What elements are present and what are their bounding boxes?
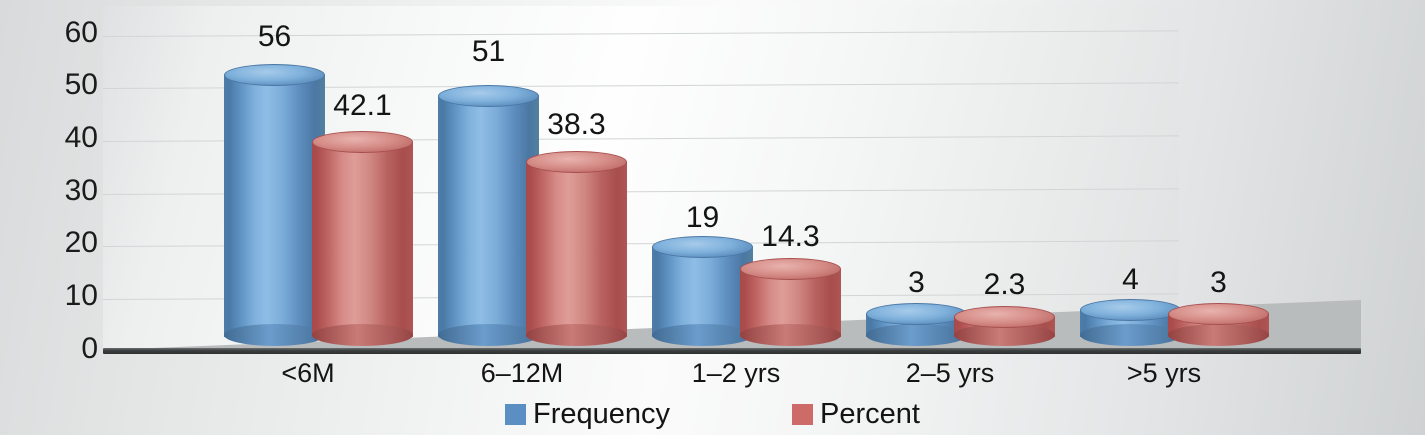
cylinder-bottom — [740, 324, 841, 346]
x-axis-label-2: 1–2 yrs — [691, 358, 781, 388]
y-tick-10: 10 — [64, 279, 98, 312]
bar-percent-3[interactable] — [954, 306, 1055, 346]
bar-value-label: 14.3 — [761, 220, 820, 253]
cylinder-top — [1168, 303, 1269, 325]
y-tick-20: 20 — [64, 226, 98, 259]
bar-frequency-1[interactable] — [438, 85, 539, 346]
cylinder-top — [954, 306, 1055, 328]
legend-swatch-icon — [505, 403, 527, 425]
cylinder-bottom — [438, 324, 539, 346]
bar-value-label: 2.3 — [983, 268, 1026, 301]
bar-frequency-4[interactable] — [1080, 299, 1181, 346]
bar-value-label: 4 — [1122, 263, 1139, 296]
cylinder-bottom — [652, 324, 753, 346]
cylinder-body — [526, 162, 627, 337]
bar-value-label: 38.3 — [547, 108, 606, 141]
cylinder-top — [1080, 299, 1181, 321]
cylinder-bottom — [1168, 324, 1269, 346]
legend-item-percent[interactable]: Percent — [792, 397, 920, 430]
cylinder-bottom — [1080, 324, 1181, 346]
cylinder-bottom — [866, 324, 967, 346]
cylinder-bottom — [526, 324, 627, 346]
cylinder-top — [740, 258, 841, 280]
x-axis-label-1: 6–12M — [480, 358, 564, 388]
y-tick-40: 40 — [64, 121, 98, 154]
bar-percent-0[interactable] — [312, 131, 413, 346]
chart-legend: Frequency Percent — [0, 396, 1425, 432]
y-tick-0: 0 — [81, 332, 98, 365]
cylinder-top — [312, 131, 413, 153]
cylinder-top — [526, 151, 627, 173]
bar-frequency-2[interactable] — [652, 236, 753, 346]
legend-label: Frequency — [533, 397, 671, 430]
x-axis-label-0: <6M — [281, 358, 335, 388]
bar-value-label: 19 — [685, 201, 720, 234]
bar-percent-1[interactable] — [526, 151, 627, 346]
bar-percent-4[interactable] — [1168, 303, 1269, 346]
bar-frequency-0[interactable] — [224, 64, 325, 346]
legend-swatch-icon — [792, 403, 814, 425]
bar-frequency-3[interactable] — [866, 303, 967, 346]
x-axis-label-4: >5 yrs — [1126, 358, 1202, 388]
y-tick-50: 50 — [64, 68, 98, 101]
bar-value-label: 56 — [257, 20, 292, 53]
cylinder-body — [438, 96, 539, 337]
y-tick-30: 30 — [64, 174, 98, 207]
cylinder-bottom — [224, 324, 325, 346]
bar-percent-2[interactable] — [740, 258, 841, 346]
bar-value-label: 3 — [908, 266, 925, 299]
cylinder-body — [312, 142, 413, 337]
bar-value-label: 3 — [1210, 266, 1227, 299]
legend-label: Percent — [820, 397, 920, 430]
x-axis-line — [103, 348, 1361, 354]
cylinder-body — [224, 75, 325, 337]
cylinder-bottom — [312, 324, 413, 346]
bar-value-label: 51 — [471, 35, 506, 68]
bar-value-label: 42.1 — [333, 89, 392, 122]
cylinder-body — [652, 247, 753, 337]
cylinder-top — [652, 236, 753, 258]
y-tick-60: 60 — [64, 16, 98, 49]
cylinder-top — [866, 303, 967, 325]
cylinder-top — [438, 85, 539, 107]
y-axis-tick-labels: 60 50 40 30 20 10 0 — [12, 0, 98, 380]
x-axis-label-3: 2–5 yrs — [905, 358, 995, 388]
cylinder-bottom — [954, 324, 1055, 346]
legend-item-frequency[interactable]: Frequency — [505, 397, 671, 430]
cylinder-top — [224, 64, 325, 86]
